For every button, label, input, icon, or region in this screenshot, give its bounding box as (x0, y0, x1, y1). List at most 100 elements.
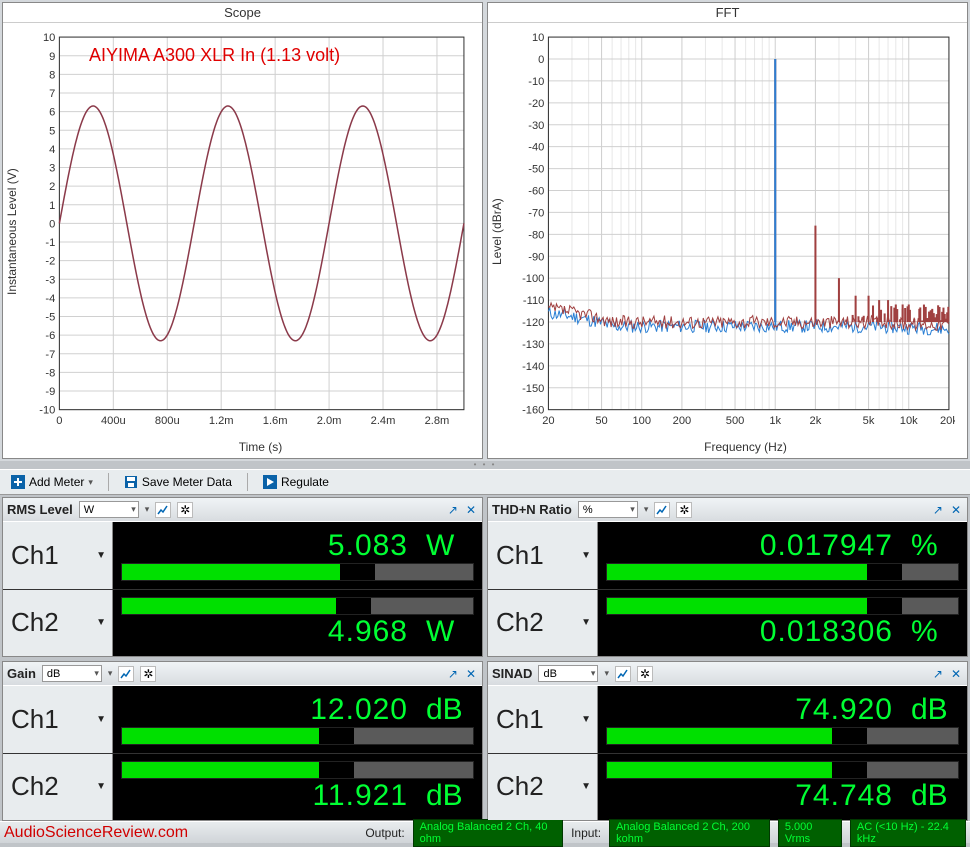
svg-text:-7: -7 (45, 349, 55, 361)
svg-text:500: 500 (726, 415, 745, 427)
svg-text:-140: -140 (522, 361, 544, 373)
sinad-header: SINAD dB ▾ ✲ ↗ ✕ (488, 662, 967, 686)
svg-text:7: 7 (49, 88, 55, 100)
gain-ch2-value: 11.921 (312, 779, 408, 813)
svg-text:0: 0 (56, 415, 62, 427)
svg-text:-20: -20 (528, 98, 544, 110)
fft-xlabel: Frequency (Hz) (524, 440, 967, 458)
gain-ch1-label[interactable]: Ch1▼ (3, 686, 113, 753)
gear-icon[interactable]: ✲ (676, 502, 692, 518)
svg-text:-30: -30 (528, 120, 544, 132)
close-icon[interactable]: ✕ (949, 503, 963, 517)
popout-icon[interactable]: ↗ (448, 667, 458, 681)
rms-ch1-bar (121, 563, 474, 581)
thdn-ch2-bar (606, 597, 959, 615)
scope-body: Instantaneous Level (V) -10-9-8-7-6-5-4-… (3, 23, 482, 440)
gain-body: Ch1▼ 12.020dB Ch2▼ 11.921dB (3, 686, 482, 820)
thdn-ch1-label[interactable]: Ch1▼ (488, 522, 598, 589)
svg-text:-6: -6 (45, 330, 55, 342)
svg-text:2k: 2k (810, 415, 822, 427)
rms-ch1-unit: W (426, 529, 474, 563)
popout-icon[interactable]: ↗ (448, 503, 458, 517)
svg-text:50: 50 (595, 415, 607, 427)
thdn-ch1-value: 0.017947 (760, 529, 893, 563)
thdn-ch2-label[interactable]: Ch2▼ (488, 590, 598, 657)
gain-ch2-label[interactable]: Ch2▼ (3, 754, 113, 821)
bw-badge[interactable]: AC (<10 Hz) - 22.4 kHz (850, 819, 966, 847)
input-label: Input: (571, 826, 601, 840)
svg-text:1.6m: 1.6m (263, 415, 288, 427)
regulate-label: Regulate (281, 475, 329, 489)
thdn-unit-select[interactable]: % (578, 501, 638, 518)
gain-ch2-row: Ch2▼ 11.921dB (3, 754, 482, 821)
input-badge[interactable]: Analog Balanced 2 Ch, 200 kohm (609, 819, 770, 847)
svg-text:-40: -40 (528, 142, 544, 154)
sinad-body: Ch1▼ 74.920dB Ch2▼ 74.748dB (488, 686, 967, 820)
pane-divider[interactable]: • • • (0, 461, 970, 469)
svg-text:5: 5 (49, 125, 55, 137)
svg-text:9: 9 (49, 51, 55, 63)
scope-plot[interactable]: -10-9-8-7-6-5-4-3-2-10123456789100400u80… (25, 31, 470, 436)
gain-unit-select[interactable]: dB (42, 665, 102, 682)
rms-unit-select[interactable]: W (79, 501, 139, 518)
svg-text:-50: -50 (528, 164, 544, 176)
svg-text:-8: -8 (45, 367, 55, 379)
fft-body: Level (dBrA) -160-150-140-130-120-110-10… (488, 23, 967, 440)
sinad-ch1-label[interactable]: Ch1▼ (488, 686, 598, 753)
gear-icon[interactable]: ✲ (637, 666, 653, 682)
gain-ch1-bar (121, 727, 474, 745)
rms-ch2-label[interactable]: Ch2▼ (3, 590, 113, 657)
svg-text:-90: -90 (528, 251, 544, 263)
scope-panel: Scope Instantaneous Level (V) -10-9-8-7-… (2, 2, 483, 459)
gain-ch1-unit: dB (426, 693, 474, 727)
save-icon (124, 475, 138, 489)
regulate-button[interactable]: Regulate (256, 472, 336, 492)
close-icon[interactable]: ✕ (464, 503, 478, 517)
output-label: Output: (365, 826, 404, 840)
popout-icon[interactable]: ↗ (933, 667, 943, 681)
sinad-ch2-label[interactable]: Ch2▼ (488, 754, 598, 821)
close-icon[interactable]: ✕ (464, 667, 478, 681)
rms-header: RMS Level W ▾ ✲ ↗ ✕ (3, 498, 482, 522)
save-meter-button[interactable]: Save Meter Data (117, 472, 239, 492)
sinad-ch2-row: Ch2▼ 74.748dB (488, 754, 967, 821)
svg-text:-10: -10 (528, 76, 544, 88)
add-meter-button[interactable]: Add Meter ▾ (4, 472, 100, 492)
thdn-ch2-row: Ch2▼ 0.018306% (488, 590, 967, 657)
add-meter-label: Add Meter (29, 475, 84, 489)
charts-row: Scope Instantaneous Level (V) -10-9-8-7-… (0, 0, 970, 461)
gear-icon[interactable]: ✲ (140, 666, 156, 682)
plus-icon (11, 475, 25, 489)
stats-icon[interactable] (155, 502, 171, 518)
svg-text:2.4m: 2.4m (371, 415, 396, 427)
svg-text:200: 200 (673, 415, 692, 427)
sinad-unit-select[interactable]: dB (538, 665, 598, 682)
meters-grid: RMS Level W ▾ ✲ ↗ ✕ Ch1▼ 5.083W Ch2▼ 4.9 (0, 495, 970, 821)
gear-icon[interactable]: ✲ (177, 502, 193, 518)
svg-text:5k: 5k (863, 415, 875, 427)
stats-icon[interactable] (615, 666, 631, 682)
svg-text:-3: -3 (45, 274, 55, 286)
close-icon[interactable]: ✕ (949, 667, 963, 681)
fft-title: FFT (488, 3, 967, 23)
svg-text:20: 20 (542, 415, 554, 427)
rms-ch2-bar (121, 597, 474, 615)
output-badge[interactable]: Analog Balanced 2 Ch, 40 ohm (413, 819, 563, 847)
svg-text:-110: -110 (523, 295, 544, 307)
scope-xlabel: Time (s) (39, 440, 482, 458)
fft-plot[interactable]: -160-150-140-130-120-110-100-90-80-70-60… (510, 31, 955, 436)
svg-text:-150: -150 (522, 383, 544, 395)
popout-icon[interactable]: ↗ (933, 503, 943, 517)
stats-icon[interactable] (118, 666, 134, 682)
thdn-ch1-unit: % (911, 529, 959, 563)
status-bar: AudioScienceReview.com Output: Analog Ba… (0, 821, 970, 843)
save-meter-label: Save Meter Data (142, 475, 232, 489)
vrms-badge[interactable]: 5.000 Vrms (778, 819, 842, 847)
svg-text:2: 2 (49, 181, 55, 193)
rms-ch1-row: Ch1▼ 5.083W (3, 522, 482, 590)
rms-ch1-label[interactable]: Ch1▼ (3, 522, 113, 589)
thdn-ch2-unit: % (911, 615, 959, 649)
svg-text:8: 8 (49, 69, 55, 81)
scope-title: Scope (3, 3, 482, 23)
stats-icon[interactable] (654, 502, 670, 518)
